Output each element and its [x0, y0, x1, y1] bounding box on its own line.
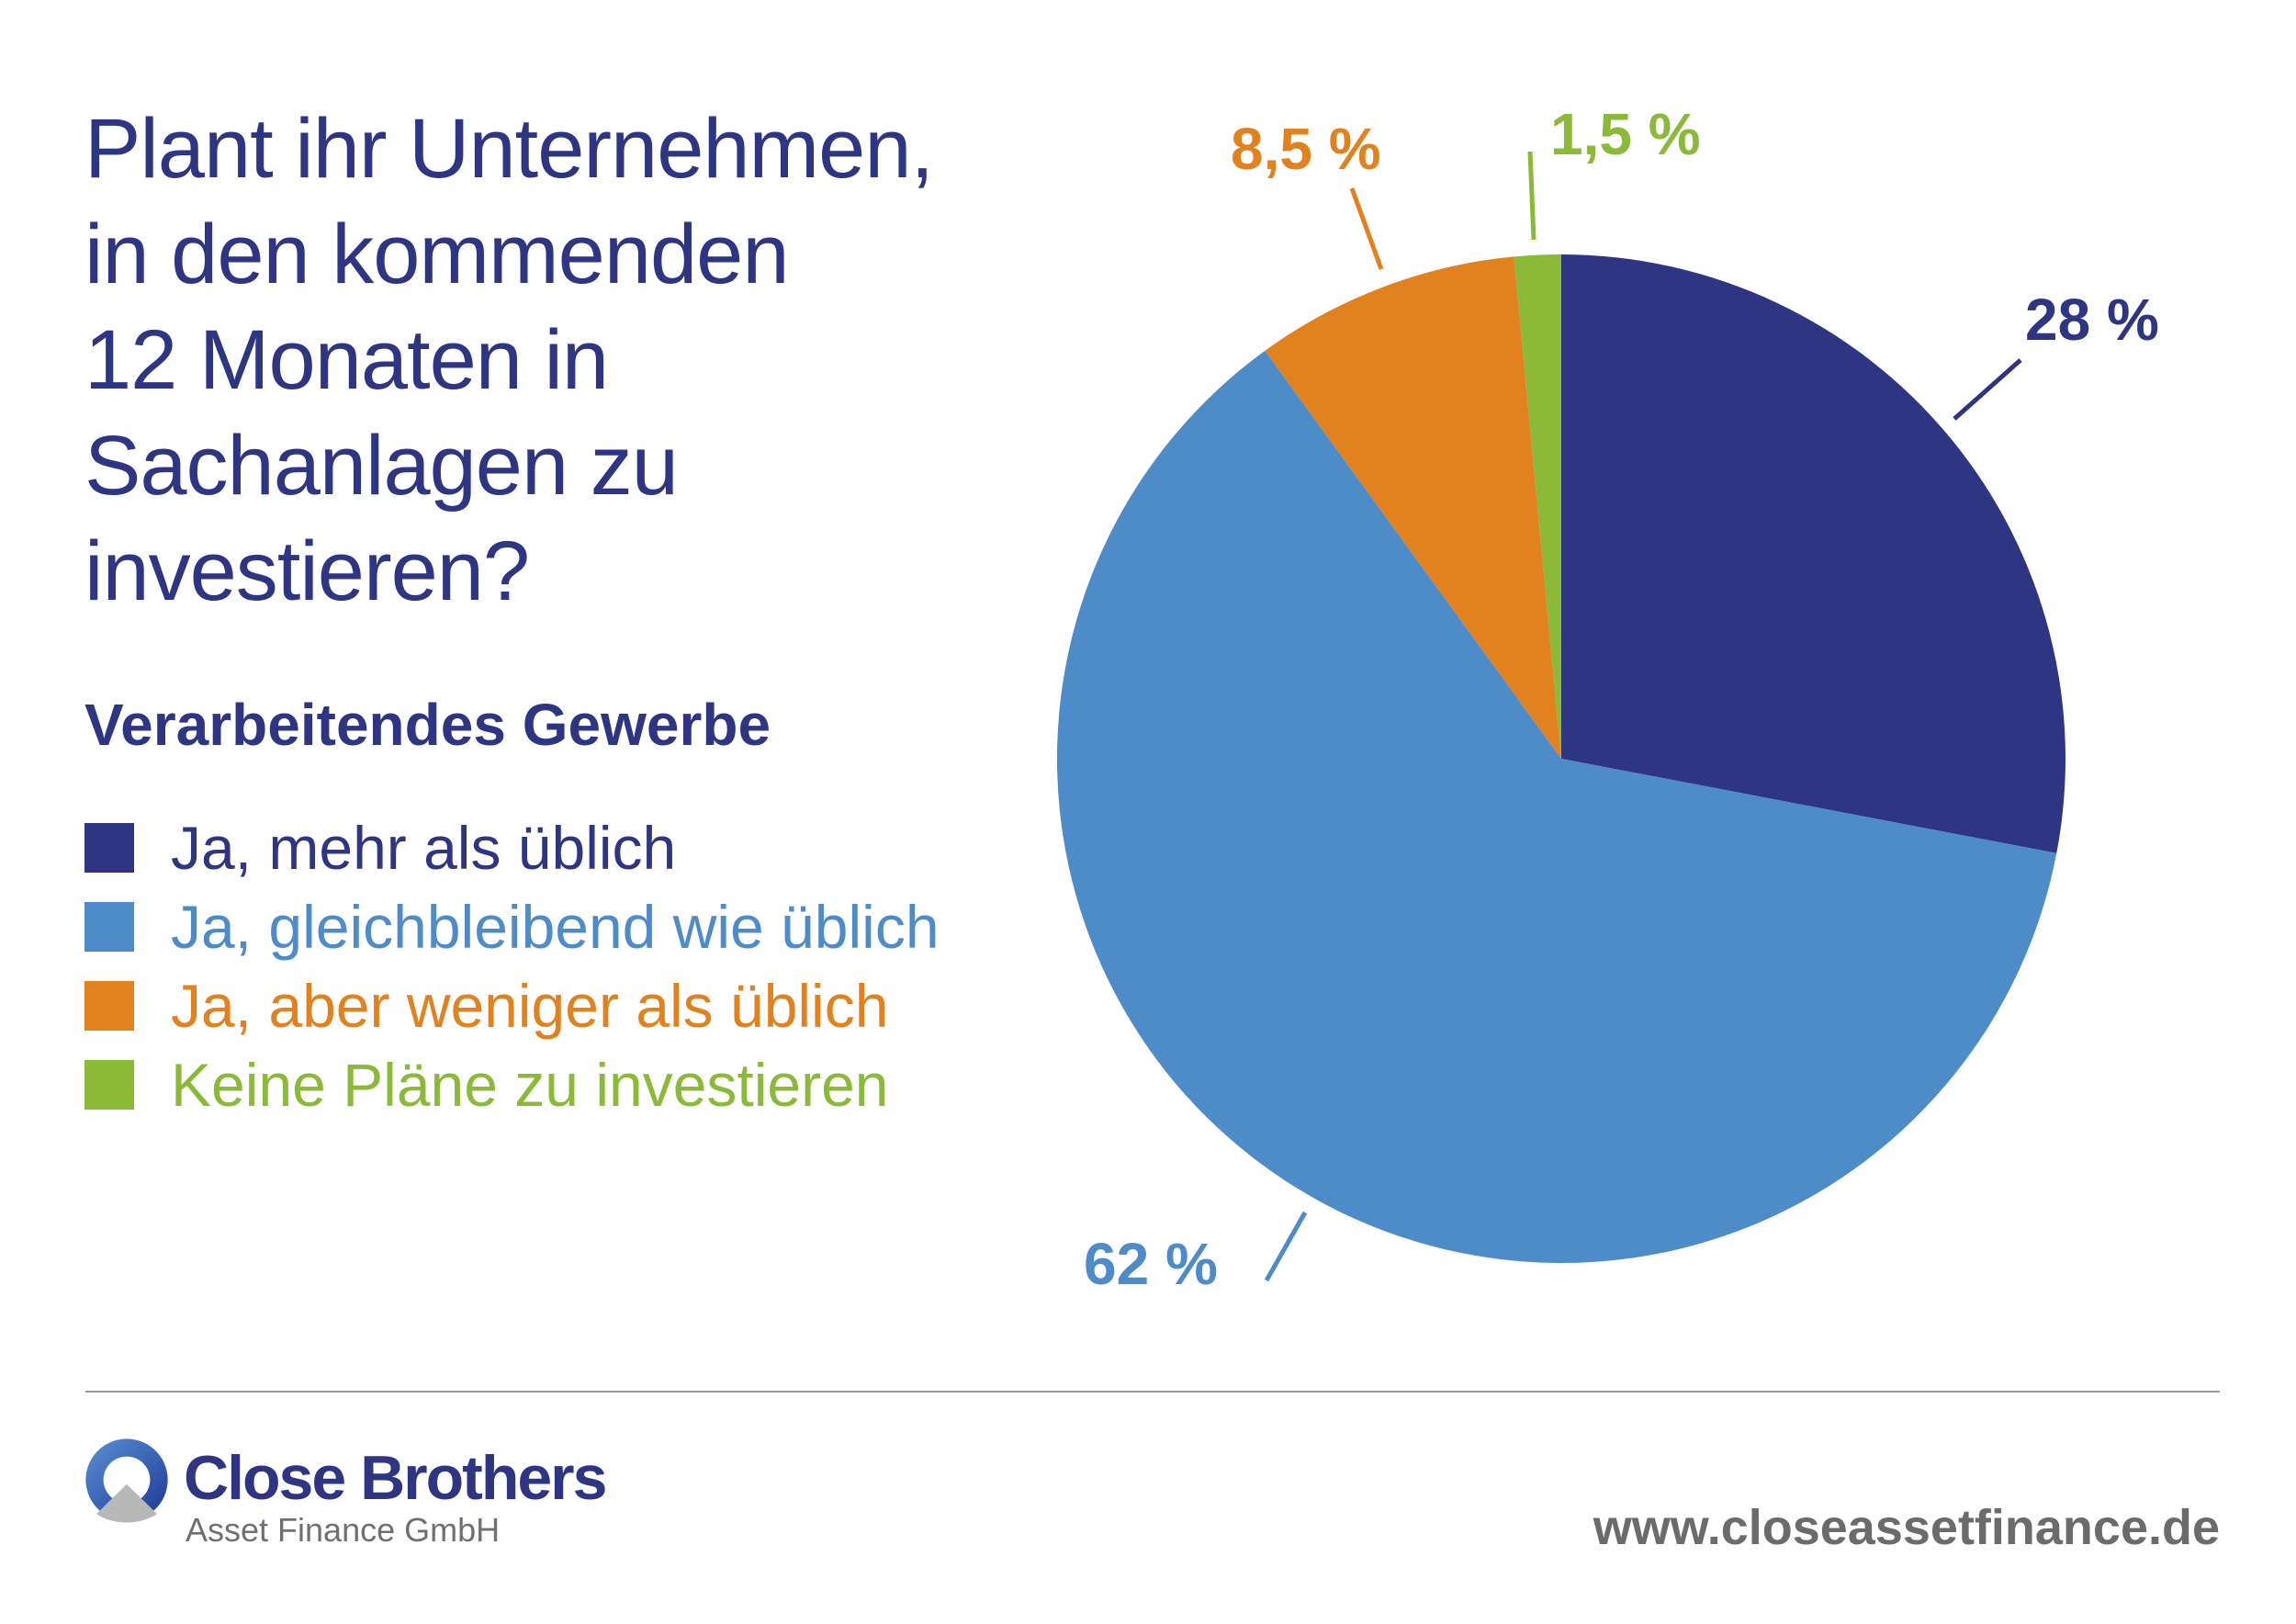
legend-swatch — [84, 1060, 134, 1110]
close-brothers-logo-icon — [85, 1438, 168, 1523]
slice-label: 62 % — [1084, 1231, 1218, 1297]
legend-swatch — [84, 823, 134, 873]
legend-swatch — [84, 902, 134, 952]
legend-swatch — [84, 981, 134, 1031]
chart-title: Plant ihr Unternehmen, in den kommenden … — [84, 96, 1003, 625]
legend-label: Ja, gleichbleibend wie üblich — [171, 893, 940, 961]
pie-slice — [1265, 256, 1561, 759]
brand-subtitle: Asset Finance GmbH — [186, 1511, 501, 1549]
pie-slice — [1057, 350, 2057, 1263]
leader-line — [1953, 358, 2022, 421]
title-line: in den kommenden — [84, 208, 790, 301]
slice-label: 8,5 % — [1231, 116, 1381, 182]
title-line: investieren? — [84, 524, 530, 618]
legend-item: Ja, mehr als üblich — [84, 808, 940, 887]
legend-item: Ja, gleichbleibend wie üblich — [84, 887, 940, 966]
leader-line — [1527, 151, 1536, 241]
divider — [85, 1391, 2220, 1393]
chart-subtitle: Verarbeitendes Gewerbe — [84, 692, 771, 758]
slice-label: 28 % — [2025, 287, 2159, 353]
legend-label: Ja, mehr als üblich — [171, 814, 677, 882]
slice-label: 1,5 % — [1550, 101, 1701, 167]
pie-chart: 28 % 62 % 8,5 % 1,5 % — [1057, 101, 2159, 1297]
leader-line — [1349, 187, 1384, 270]
title-line: 12 Monaten in — [84, 313, 609, 407]
legend-item: Ja, aber weniger als üblich — [84, 966, 940, 1045]
legend-label: Ja, aber weniger als üblich — [171, 972, 889, 1040]
pie-slice — [1514, 254, 1561, 759]
legend: Ja, mehr als üblich Ja, gleichbleibend w… — [84, 808, 940, 1124]
website-url: www.closeassetfinance.de — [1593, 1500, 2220, 1555]
title-line: Sachanlagen zu — [84, 419, 679, 513]
legend-label: Keine Pläne zu investieren — [171, 1051, 889, 1119]
leader-line — [1264, 1211, 1308, 1282]
pie-slice — [1561, 254, 2065, 853]
brand-name: Close Brothers — [184, 1443, 607, 1513]
title-line: Plant ihr Unternehmen, — [84, 102, 934, 196]
legend-item: Keine Pläne zu investieren — [84, 1045, 940, 1124]
